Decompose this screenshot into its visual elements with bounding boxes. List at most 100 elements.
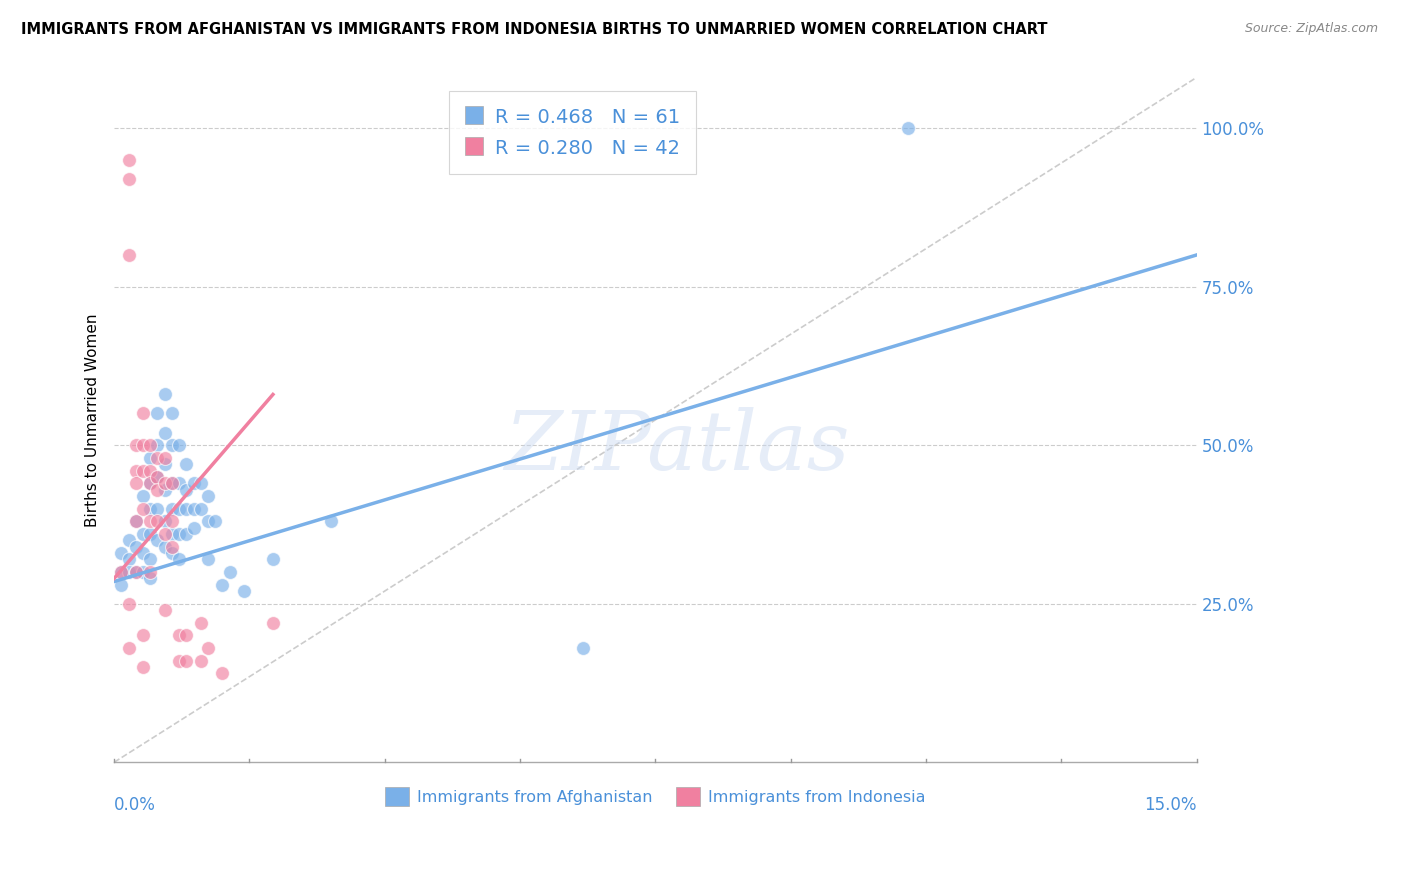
Point — [167, 654, 190, 668]
Point — [110, 546, 132, 560]
Point — [160, 527, 183, 541]
Point — [132, 628, 155, 642]
Point — [153, 425, 176, 440]
Point — [139, 464, 162, 478]
Point — [160, 407, 183, 421]
Point — [153, 514, 176, 528]
Point — [190, 654, 212, 668]
Point — [211, 577, 233, 591]
Point — [117, 172, 139, 186]
Point — [167, 476, 190, 491]
Point — [132, 464, 155, 478]
Point — [262, 552, 284, 566]
Point — [211, 666, 233, 681]
Point — [117, 641, 139, 656]
Point — [183, 476, 205, 491]
Point — [110, 565, 132, 579]
Point — [197, 514, 219, 528]
Point — [176, 628, 198, 642]
Point — [117, 248, 139, 262]
Point — [132, 501, 155, 516]
Point — [176, 654, 198, 668]
Point — [176, 457, 198, 471]
Point — [132, 546, 155, 560]
Point — [125, 565, 148, 579]
Point — [160, 438, 183, 452]
Point — [233, 584, 256, 599]
Point — [110, 565, 132, 579]
Point — [176, 501, 198, 516]
Point — [160, 476, 183, 491]
Point — [139, 565, 162, 579]
Point — [160, 540, 183, 554]
Point — [153, 476, 176, 491]
Point — [176, 527, 198, 541]
Point — [125, 464, 148, 478]
Point — [139, 552, 162, 566]
Point — [125, 438, 148, 452]
Point — [146, 450, 169, 465]
Point — [153, 457, 176, 471]
Point — [139, 527, 162, 541]
Point — [167, 438, 190, 452]
Point — [139, 571, 162, 585]
Point — [204, 514, 226, 528]
Point — [146, 533, 169, 548]
Point — [139, 476, 162, 491]
Point — [167, 501, 190, 516]
Point — [146, 514, 169, 528]
Point — [125, 476, 148, 491]
Point — [139, 450, 162, 465]
Point — [190, 476, 212, 491]
Point — [117, 533, 139, 548]
Point — [132, 438, 155, 452]
Text: Source: ZipAtlas.com: Source: ZipAtlas.com — [1244, 22, 1378, 36]
Point — [125, 540, 148, 554]
Point — [146, 470, 169, 484]
Point — [176, 483, 198, 497]
Point — [572, 641, 595, 656]
Point — [262, 615, 284, 630]
Point — [125, 514, 148, 528]
Point — [153, 450, 176, 465]
Point — [153, 540, 176, 554]
Text: 15.0%: 15.0% — [1144, 797, 1197, 814]
Text: 0.0%: 0.0% — [114, 797, 156, 814]
Point — [167, 628, 190, 642]
Point — [139, 501, 162, 516]
Point — [139, 514, 162, 528]
Point — [146, 407, 169, 421]
Point — [153, 527, 176, 541]
Point — [160, 546, 183, 560]
Point — [190, 615, 212, 630]
Point — [146, 501, 169, 516]
Point — [160, 476, 183, 491]
Point — [117, 565, 139, 579]
Point — [160, 501, 183, 516]
Point — [183, 501, 205, 516]
Point — [132, 527, 155, 541]
Point — [146, 470, 169, 484]
Point — [167, 552, 190, 566]
Text: IMMIGRANTS FROM AFGHANISTAN VS IMMIGRANTS FROM INDONESIA BIRTHS TO UNMARRIED WOM: IMMIGRANTS FROM AFGHANISTAN VS IMMIGRANT… — [21, 22, 1047, 37]
Point — [153, 387, 176, 401]
Point — [183, 521, 205, 535]
Point — [125, 565, 148, 579]
Legend: R = 0.468   N = 61, R = 0.280   N = 42: R = 0.468 N = 61, R = 0.280 N = 42 — [449, 91, 696, 174]
Text: ZIPatlas: ZIPatlas — [505, 408, 849, 487]
Point — [153, 603, 176, 617]
Point — [132, 565, 155, 579]
Point — [897, 121, 920, 136]
Point — [117, 153, 139, 167]
Point — [117, 552, 139, 566]
Point — [197, 552, 219, 566]
Y-axis label: Births to Unmarried Women: Births to Unmarried Women — [86, 313, 100, 526]
Point — [117, 597, 139, 611]
Point — [125, 514, 148, 528]
Point — [110, 577, 132, 591]
Point — [146, 438, 169, 452]
Point — [146, 483, 169, 497]
Point — [132, 407, 155, 421]
Point — [132, 660, 155, 674]
Point — [197, 489, 219, 503]
